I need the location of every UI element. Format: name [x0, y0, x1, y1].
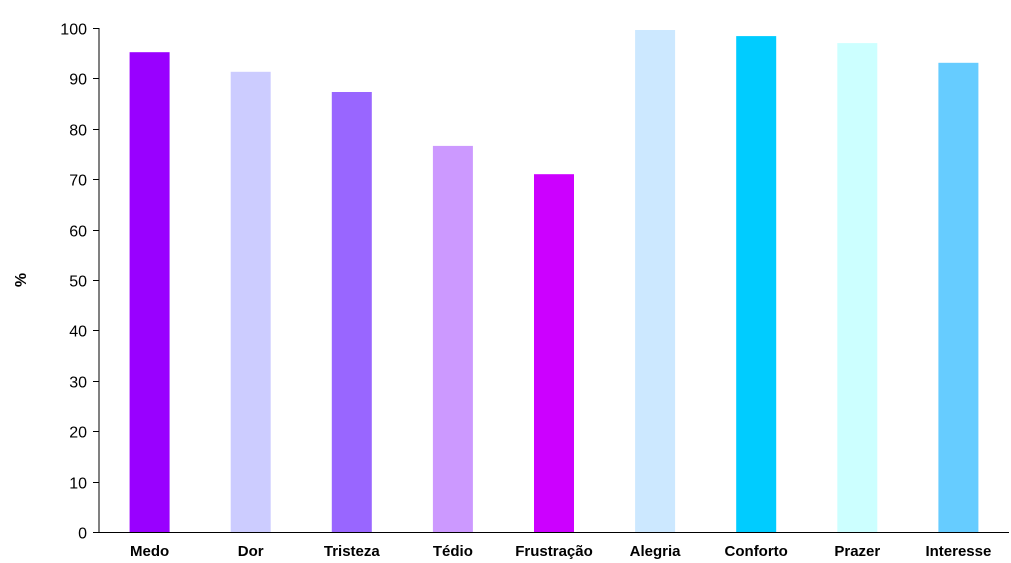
bar-conforto — [736, 36, 777, 532]
y-axis: 0 10 20 30 40 50 60 70 80 90 100 — [60, 22, 100, 543]
x-tick-label: Frustração — [515, 543, 593, 560]
plot-area — [129, 30, 979, 533]
y-axis-title: % — [13, 273, 30, 287]
y-tick-label: 20 — [69, 425, 87, 442]
x-tick-label: Conforto — [725, 543, 788, 560]
bar-alegria — [635, 30, 676, 532]
x-tick-label: Dor — [238, 543, 264, 560]
x-tick-label: Medo — [130, 543, 169, 560]
y-tick-label: 10 — [69, 476, 87, 493]
bar-tristeza — [331, 92, 372, 532]
x-tick-label: Alegria — [630, 543, 682, 560]
y-tick-label: 90 — [69, 72, 87, 89]
bar-medo — [129, 52, 170, 532]
y-tick-label: 50 — [69, 274, 87, 291]
x-axis: Medo Dor Tristeza Tédio Frustração Alegria Con… — [99, 532, 1009, 560]
y-tick-label: 60 — [69, 224, 87, 241]
bar-tédio — [432, 145, 473, 532]
bar-dor — [230, 71, 271, 533]
x-tick-label: Tristeza — [324, 543, 381, 560]
y-tick-label: 0 — [78, 526, 87, 543]
y-tick-label: 100 — [60, 22, 87, 39]
bar-interesse — [938, 62, 979, 533]
y-tick-label: 80 — [69, 123, 87, 140]
x-tick-label: Prazer — [834, 543, 880, 560]
bar-prazer — [837, 43, 878, 532]
x-tick-label: Tédio — [433, 543, 473, 560]
y-tick-label: 40 — [69, 324, 87, 341]
y-tick-label: 30 — [69, 375, 87, 392]
x-tick-label: Interesse — [925, 543, 991, 560]
bar-frustração — [534, 174, 574, 532]
y-tick-label: 70 — [69, 173, 87, 190]
